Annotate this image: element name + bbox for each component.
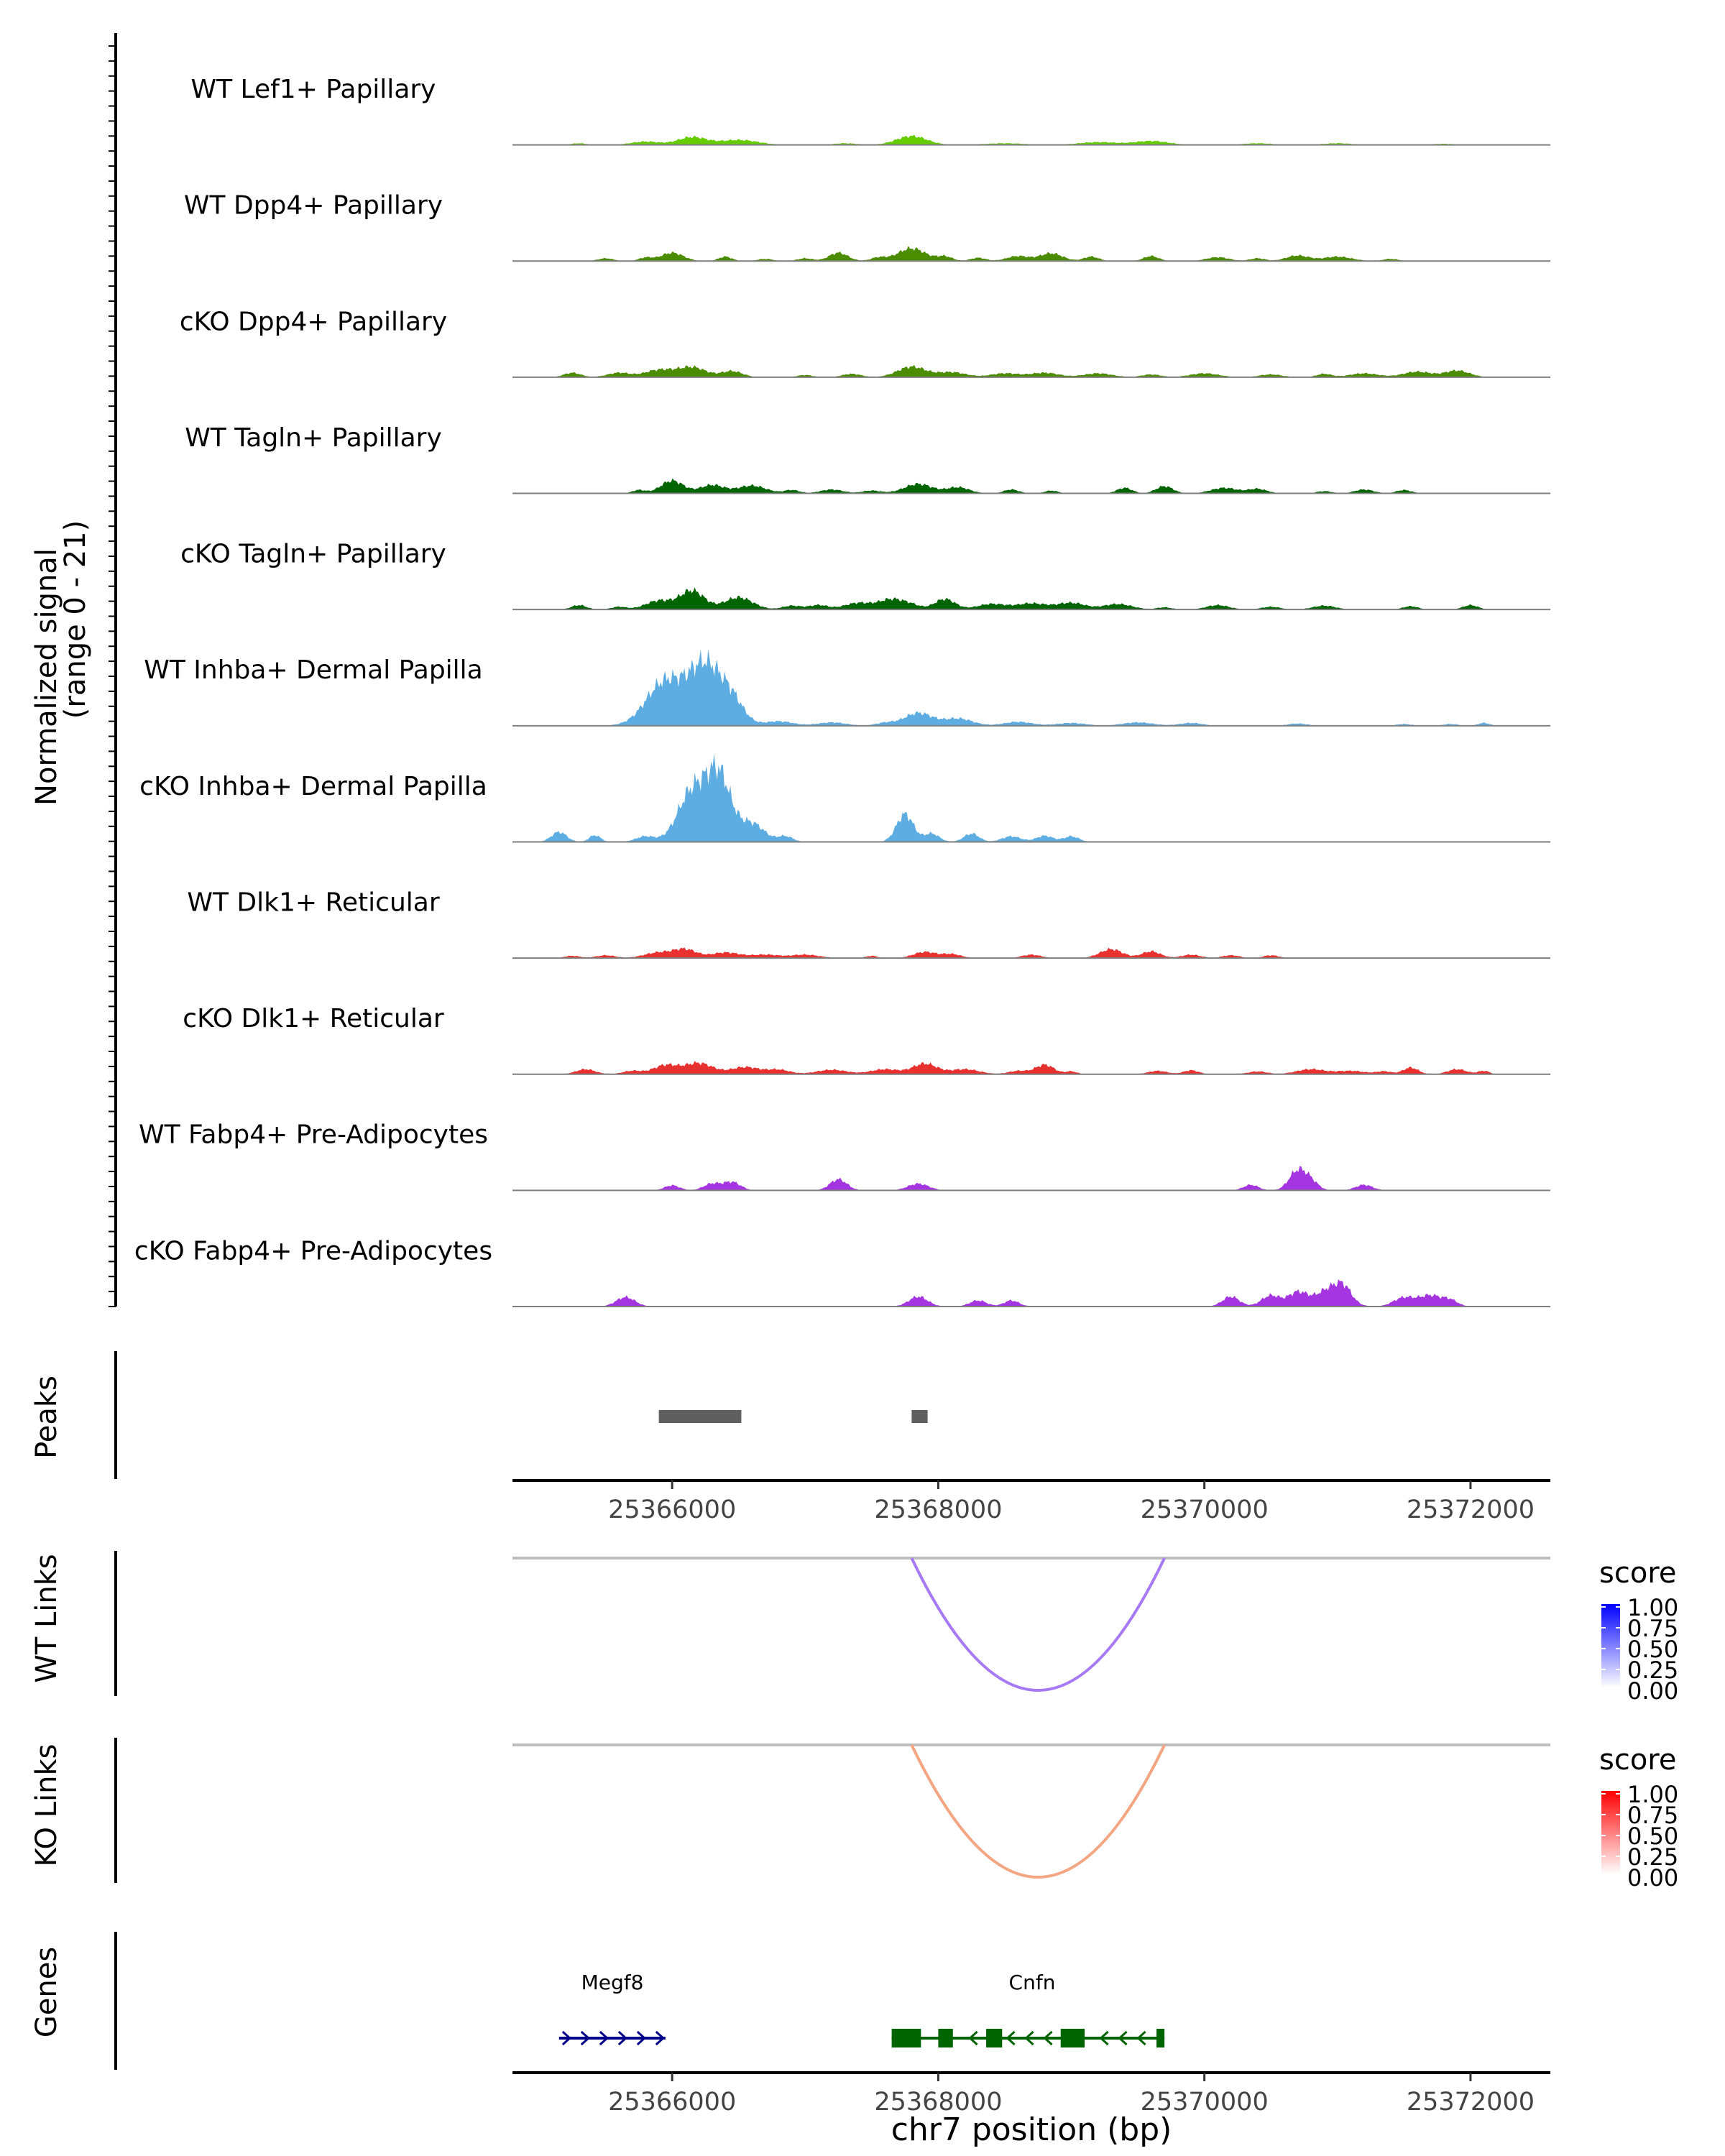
link-arc — [910, 1744, 1166, 1879]
coverage-track-label: WT Tagln+ Papillary — [185, 423, 442, 453]
x-axis-tick-label: 25368000 — [874, 2088, 1002, 2116]
strand-arrow — [1099, 2030, 1109, 2046]
coverage-track: cKO Tagln+ Papillary — [180, 540, 1550, 611]
legend-tick-label: 0.75 — [1627, 1802, 1678, 1829]
coverage-track-label: cKO Fabp4+ Pre-Adipocytes — [134, 1236, 492, 1266]
coverage-track: cKO Fabp4+ Pre-Adipocytes — [134, 1236, 1550, 1307]
legend-tick-label: 0.25 — [1627, 1843, 1678, 1871]
legend-tick-label: 0.50 — [1627, 1823, 1678, 1850]
wt-links-legend-title: score — [1599, 1557, 1676, 1590]
x-axis-tick-label: 25370000 — [1141, 1496, 1269, 1524]
ko-links-legend-title: score — [1599, 1743, 1676, 1777]
coverage-track-label: WT Inhba+ Dermal Papilla — [144, 655, 482, 685]
strand-arrow — [1118, 2030, 1128, 2046]
legend-tick-label: 0.00 — [1627, 1864, 1678, 1892]
coverage-area — [512, 753, 1550, 842]
legend-tick-label: 0.50 — [1627, 1636, 1678, 1663]
coverage-track: cKO Dlk1+ Reticular — [183, 1004, 1550, 1075]
x-axis-tick-label: 25372000 — [1407, 1496, 1535, 1524]
peak-region — [911, 1410, 928, 1423]
gene-exon — [986, 2029, 1003, 2047]
coverage-area — [512, 1166, 1550, 1191]
strand-arrow — [1136, 2030, 1146, 2046]
coverage-track: WT Lef1+ Papillary — [191, 75, 1550, 146]
coverage-area — [512, 1061, 1550, 1074]
coverage-area — [512, 649, 1550, 726]
ko-links-track-label: KO Links — [30, 1744, 63, 1867]
coverage-track-label: WT Dlk1+ Reticular — [187, 888, 439, 917]
gene-name-label: Megf8 — [581, 1971, 644, 1994]
legend-tick-label: 1.00 — [1627, 1594, 1678, 1621]
strand-arrow — [968, 2030, 978, 2046]
genes-track-label: Genes — [30, 1947, 63, 2037]
coverage-track: WT Tagln+ Papillary — [185, 423, 1550, 494]
legend-tick-label: 0.25 — [1627, 1657, 1678, 1684]
coverage-track: WT Dlk1+ Reticular — [187, 888, 1550, 959]
strand-arrow — [599, 2030, 610, 2046]
coverage-track-label: WT Dpp4+ Papillary — [184, 191, 443, 221]
coverage-area — [512, 478, 1550, 494]
strand-arrow — [1006, 2030, 1016, 2046]
x-axis-tick-label: 25370000 — [1141, 2088, 1269, 2116]
x-axis-title: chr7 position (bp) — [891, 2111, 1172, 2148]
wt-links-track-label: WT Links — [30, 1554, 63, 1682]
strand-arrow — [561, 2030, 572, 2046]
chart-marks: WT Lef1+ Papillary WT Dpp4+ Papillary cKO … — [109, 33, 1678, 2116]
coverage-area — [512, 947, 1550, 959]
coverage-track-label: cKO Dpp4+ Papillary — [180, 307, 447, 336]
gene-exon — [938, 2029, 953, 2047]
gene-exon — [1156, 2029, 1165, 2047]
x-axis-tick-label: 25366000 — [608, 1496, 736, 1524]
coverage-track: cKO Dpp4+ Papillary — [180, 307, 1550, 378]
gene-model: Megf8 — [558, 1971, 666, 2046]
y-axis-subtitle: (range 0 - 21) — [59, 520, 92, 719]
coverage-area — [512, 246, 1550, 262]
link-arc — [910, 1557, 1166, 1692]
coverage-area — [512, 134, 1550, 145]
y-axis-title: Normalized signal — [30, 548, 63, 806]
gene-model: Cnfn — [891, 1971, 1165, 2047]
x-axis-tick-label: 25366000 — [608, 2088, 736, 2116]
coverage-track-label: WT Fabp4+ Pre-Adipocytes — [139, 1120, 488, 1150]
coverage-track: WT Fabp4+ Pre-Adipocytes — [139, 1120, 1550, 1192]
legend-colorbar — [1601, 1791, 1620, 1874]
gene-exon — [1060, 2029, 1085, 2047]
coverage-track-label: cKO Inhba+ Dermal Papilla — [139, 772, 487, 801]
strand-arrow — [1043, 2030, 1053, 2046]
strand-arrow — [580, 2030, 591, 2046]
coverage-track-label: cKO Dlk1+ Reticular — [183, 1004, 444, 1033]
coverage-area — [512, 587, 1550, 610]
legend-tick-label: 0.75 — [1627, 1615, 1678, 1642]
coverage-area — [512, 364, 1550, 377]
coverage-area — [512, 1279, 1550, 1307]
strand-arrow — [1024, 2030, 1034, 2046]
legend-colorbar — [1601, 1604, 1620, 1687]
peak-region — [658, 1410, 742, 1423]
strand-arrow — [636, 2030, 647, 2046]
x-axis-tick-label: 25368000 — [874, 1496, 1002, 1524]
coverage-track-label: cKO Tagln+ Papillary — [180, 540, 446, 569]
coverage-track: cKO Inhba+ Dermal Papilla — [139, 753, 1550, 843]
gene-name-label: Cnfn — [1009, 1971, 1056, 1994]
coverage-track: WT Dpp4+ Papillary — [184, 191, 1550, 262]
coverage-track-label: WT Lef1+ Papillary — [191, 75, 436, 104]
legend-tick-label: 1.00 — [1627, 1781, 1678, 1808]
coverage-track: WT Inhba+ Dermal Papilla — [144, 649, 1550, 727]
peaks-track-label: Peaks — [30, 1376, 63, 1459]
legend-tick-label: 0.00 — [1627, 1677, 1678, 1705]
strand-arrow — [617, 2030, 628, 2046]
gene-exon — [891, 2029, 921, 2047]
strand-arrow — [655, 2030, 666, 2046]
x-axis-tick-label: 25372000 — [1407, 2088, 1535, 2116]
